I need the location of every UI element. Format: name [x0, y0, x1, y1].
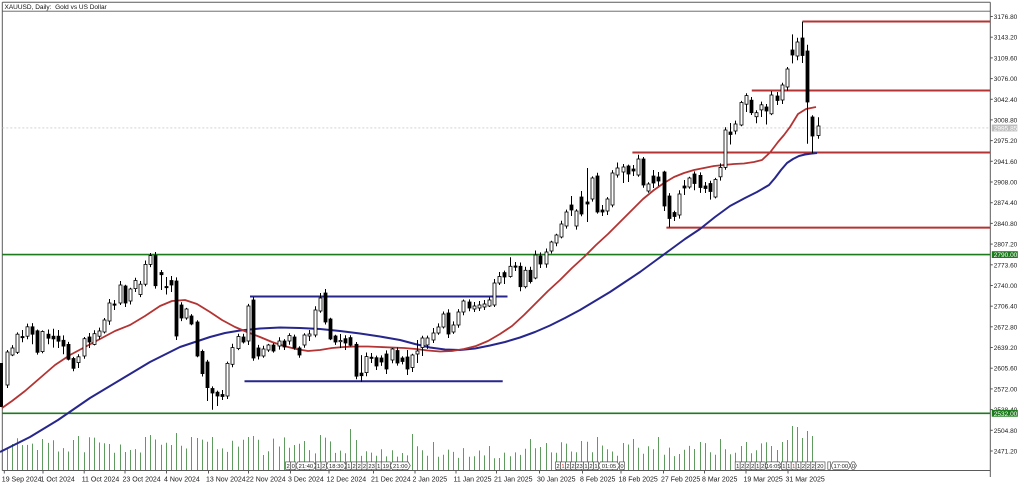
svg-text:2908.00: 2908.00	[994, 180, 1018, 187]
svg-text:2: 2	[746, 464, 749, 470]
svg-text:20: 20	[817, 464, 823, 470]
svg-text:1: 1	[347, 464, 350, 470]
svg-text:4 Nov 2024: 4 Nov 2024	[164, 477, 200, 484]
svg-text:21:00: 21:00	[393, 464, 408, 470]
svg-text:01:05: 01:05	[602, 464, 617, 470]
svg-text:2605.60: 2605.60	[994, 366, 1018, 373]
svg-text:1: 1	[584, 464, 587, 470]
svg-text:17:00: 17:00	[834, 464, 849, 470]
svg-text:18:30: 18:30	[329, 464, 344, 470]
svg-text:1: 1	[561, 464, 564, 470]
svg-text:27 Feb 2025: 27 Feb 2025	[661, 477, 700, 484]
svg-text:3143.20: 3143.20	[994, 35, 1018, 42]
svg-text:3008.80: 3008.80	[994, 117, 1018, 124]
svg-text:2: 2	[352, 464, 355, 470]
svg-text:1: 1	[736, 464, 739, 470]
svg-text:30 Jan 2025: 30 Jan 2025	[537, 477, 576, 484]
svg-text:16:05: 16:05	[766, 464, 781, 470]
svg-text:3176.80: 3176.80	[994, 14, 1018, 21]
svg-text:11 Oct 2024: 11 Oct 2024	[82, 477, 120, 484]
svg-text:2: 2	[358, 464, 361, 470]
svg-text:2773.60: 2773.60	[994, 262, 1018, 269]
svg-text:0: 0	[620, 464, 623, 470]
svg-text:23: 23	[368, 464, 374, 470]
svg-text:8 Feb 2025: 8 Feb 2025	[580, 477, 616, 484]
svg-text:2: 2	[802, 464, 805, 470]
svg-text:1: 1	[792, 464, 795, 470]
svg-text:2: 2	[322, 464, 325, 470]
svg-text:2807.20: 2807.20	[994, 242, 1018, 249]
svg-text:1: 1	[756, 464, 759, 470]
svg-text:2975.20: 2975.20	[994, 138, 1018, 145]
svg-text:2: 2	[286, 464, 289, 470]
svg-text:8 Mar 2025: 8 Mar 2025	[702, 477, 738, 484]
svg-text:2: 2	[807, 464, 810, 470]
svg-text:23: 23	[576, 464, 582, 470]
svg-text:13 Nov 2024: 13 Nov 2024	[206, 477, 246, 484]
svg-text:12 Dec 2024: 12 Dec 2024	[327, 477, 367, 484]
svg-text:2532.00: 2532.00	[994, 411, 1018, 418]
svg-text:2: 2	[566, 464, 569, 470]
svg-text:1: 1	[782, 464, 785, 470]
svg-text:2: 2	[751, 464, 754, 470]
svg-text:1: 1	[797, 464, 800, 470]
svg-text:2995.85: 2995.85	[994, 126, 1018, 133]
svg-text:2504.80: 2504.80	[994, 428, 1018, 435]
svg-text:19: 19	[383, 464, 389, 470]
svg-text:2: 2	[812, 464, 815, 470]
svg-text:XAUUSD, Daily: Gold vs US Dol: XAUUSD, Daily: Gold vs US Dollar	[5, 4, 108, 11]
svg-text:3109.60: 3109.60	[994, 55, 1018, 62]
svg-text:2740.00: 2740.00	[994, 283, 1018, 290]
svg-text:1: 1	[317, 464, 320, 470]
svg-text:21 Dec 2024: 21 Dec 2024	[371, 477, 411, 484]
svg-text:3 Dec 2024: 3 Dec 2024	[288, 477, 324, 484]
svg-text:2: 2	[571, 464, 574, 470]
svg-text:2572.00: 2572.00	[994, 386, 1018, 393]
svg-text:2941.60: 2941.60	[994, 159, 1018, 166]
svg-text:18 Feb 2025: 18 Feb 2025	[619, 477, 658, 484]
svg-text:21:40: 21:40	[299, 464, 314, 470]
svg-text:2: 2	[741, 464, 744, 470]
svg-text:3042.40: 3042.40	[994, 97, 1018, 104]
svg-text:19 Mar 2025: 19 Mar 2025	[744, 477, 783, 484]
svg-text:2706.40: 2706.40	[994, 304, 1018, 311]
svg-text:1: 1	[594, 464, 597, 470]
svg-text:1: 1	[787, 464, 790, 470]
svg-text:2639.20: 2639.20	[994, 345, 1018, 352]
svg-text:31 Mar 2025: 31 Mar 2025	[786, 477, 825, 484]
svg-text:2: 2	[363, 464, 366, 470]
svg-text:2: 2	[589, 464, 592, 470]
svg-text:11 Jan 2025: 11 Jan 2025	[454, 477, 492, 484]
svg-text:2471.20: 2471.20	[994, 449, 1018, 456]
svg-text:19 Sep 2024: 19 Sep 2024	[2, 477, 42, 484]
svg-text:2874.40: 2874.40	[994, 200, 1018, 207]
svg-text:2: 2	[761, 464, 764, 470]
svg-text:2 Jan 2025: 2 Jan 2025	[413, 477, 448, 484]
svg-text:1 Oct 2024: 1 Oct 2024	[41, 477, 75, 484]
svg-text:0: 0	[292, 464, 295, 470]
svg-text:2840.80: 2840.80	[994, 221, 1018, 228]
svg-text:21 Jan 2025: 21 Jan 2025	[494, 477, 533, 484]
svg-text:3076.00: 3076.00	[994, 76, 1018, 83]
svg-text:1: 1	[377, 464, 380, 470]
svg-text:0: 0	[852, 464, 855, 470]
svg-text:2: 2	[556, 464, 559, 470]
svg-text:2672.80: 2672.80	[994, 324, 1018, 331]
svg-text:22 Nov 2024: 22 Nov 2024	[246, 477, 286, 484]
svg-text:2790.00: 2790.00	[994, 252, 1018, 259]
svg-text:23 Oct 2024: 23 Oct 2024	[123, 477, 161, 484]
